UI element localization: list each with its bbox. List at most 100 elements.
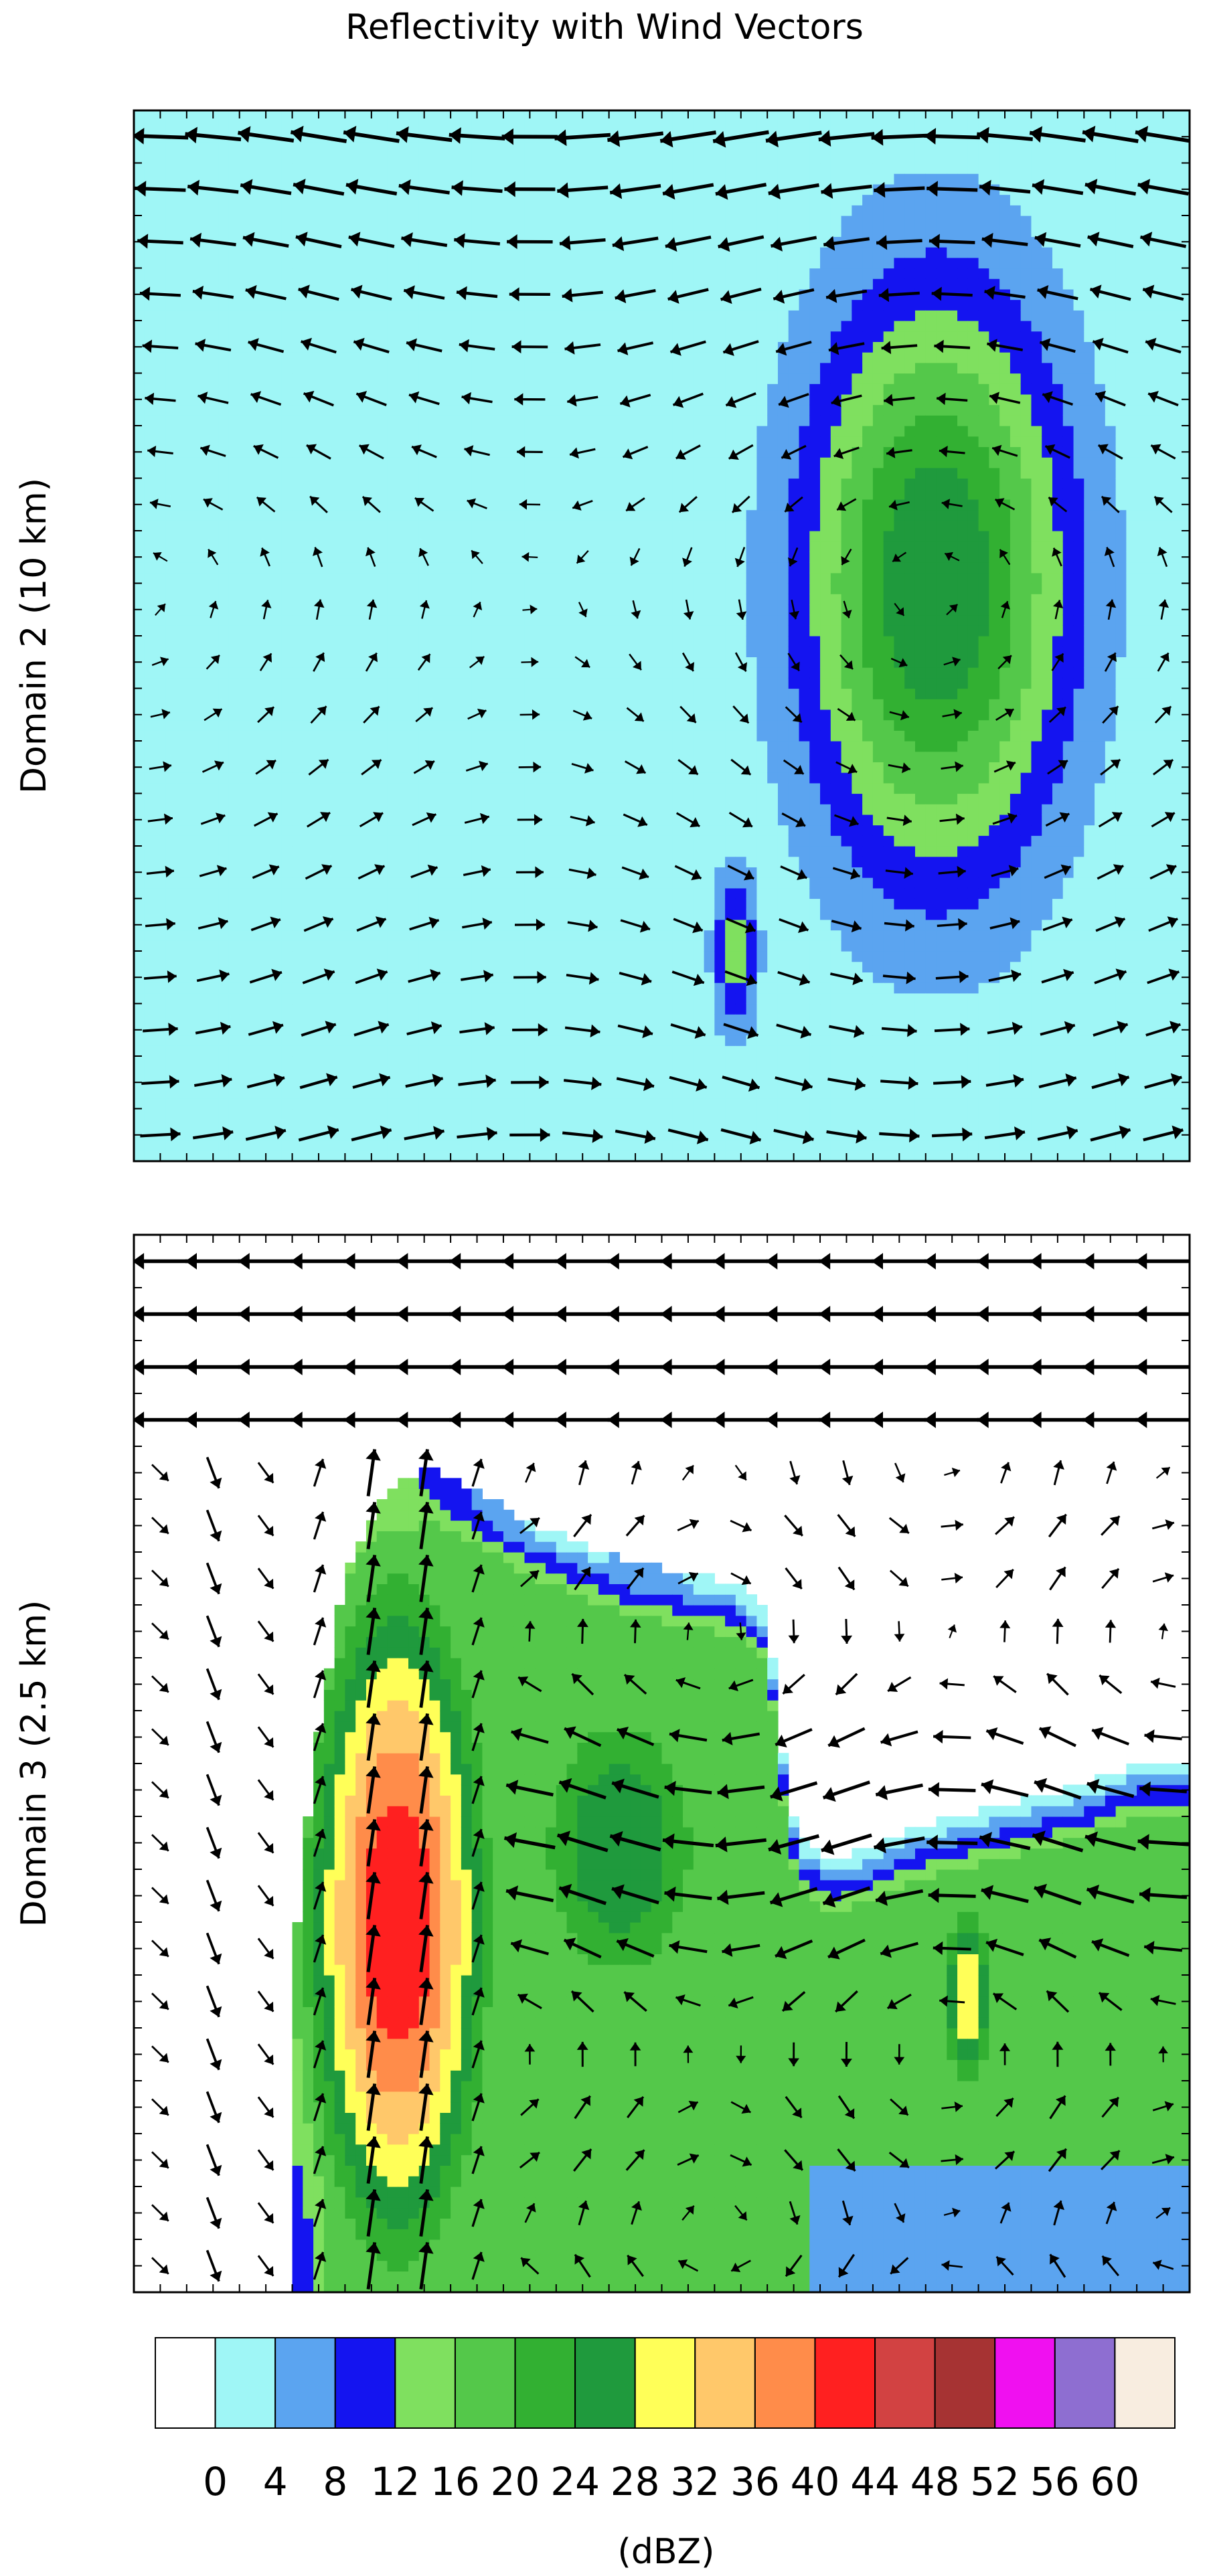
contour-cell	[619, 415, 631, 426]
contour-cell	[228, 173, 240, 185]
contour-cell	[630, 1035, 641, 1046]
contour-cell	[376, 247, 388, 258]
contour-cell	[197, 667, 208, 679]
contour-cell	[197, 205, 208, 216]
contour-cell	[556, 572, 568, 584]
contour-cell	[387, 1119, 398, 1130]
contour-cell	[588, 961, 599, 972]
contour-cell	[387, 614, 398, 626]
contour-cell	[651, 898, 663, 910]
contour-cell	[303, 782, 314, 794]
contour-cell	[619, 982, 631, 994]
contour-cell	[440, 226, 451, 237]
contour-cell	[208, 782, 219, 794]
contour-cell	[165, 741, 177, 752]
contour-cell	[535, 856, 546, 867]
contour-cell	[651, 321, 663, 332]
contour-cell	[303, 667, 314, 679]
contour-cell	[513, 1056, 526, 1067]
contour-cell	[408, 856, 420, 867]
contour-cell	[471, 625, 483, 636]
contour-cell	[313, 719, 325, 731]
contour-cell	[313, 257, 325, 269]
contour-cell	[524, 173, 536, 185]
contour-cell	[155, 930, 166, 941]
contour-cell	[524, 782, 536, 794]
contour-cell	[271, 404, 283, 416]
contour-cell	[630, 909, 641, 920]
contour-cell	[303, 751, 314, 762]
contour-cell	[292, 457, 303, 468]
contour-cell	[461, 835, 473, 847]
contour-cell	[239, 1045, 251, 1057]
contour-cell	[609, 362, 621, 374]
contour-cell	[303, 373, 314, 384]
contour-cell	[630, 257, 641, 269]
contour-cell	[556, 216, 568, 227]
contour-cell	[366, 373, 378, 384]
contour-cell	[345, 909, 356, 920]
contour-cell	[440, 173, 451, 185]
contour-cell	[208, 404, 219, 416]
contour-cell	[345, 531, 356, 542]
contour-cell	[398, 226, 409, 237]
contour-cell	[556, 489, 568, 500]
contour-cell	[271, 110, 283, 122]
contour-cell	[281, 951, 293, 962]
contour-cell	[556, 919, 568, 931]
contour-cell	[376, 730, 388, 742]
contour-cell	[619, 478, 631, 489]
contour-cell	[208, 541, 219, 552]
contour-cell	[482, 898, 493, 910]
contour-cell	[546, 205, 557, 216]
contour-cell	[651, 478, 663, 489]
contour-cell	[503, 457, 515, 468]
contour-cell	[513, 1098, 526, 1110]
contour-cell	[493, 415, 504, 426]
contour-cell	[513, 1140, 526, 1151]
contour-cell	[313, 426, 325, 437]
contour-cell	[303, 299, 314, 311]
contour-cell	[376, 310, 388, 321]
contour-cell	[208, 531, 219, 542]
contour-cell	[398, 1108, 409, 1120]
contour-cell	[239, 993, 251, 1005]
contour-cell	[524, 562, 536, 574]
contour-cell	[556, 1098, 568, 1110]
contour-cell	[355, 373, 367, 384]
contour-cell	[134, 1066, 145, 1078]
contour-cell	[440, 825, 451, 836]
contour-cell	[303, 877, 314, 889]
contour-cell	[598, 1119, 610, 1130]
contour-cell	[588, 404, 599, 416]
contour-cell	[176, 341, 187, 353]
contour-cell	[651, 268, 663, 279]
contour-cell	[471, 677, 483, 689]
contour-cell	[408, 636, 420, 647]
contour-cell	[566, 657, 578, 668]
contour-cell	[588, 594, 599, 605]
contour-cell	[451, 667, 462, 679]
contour-cell	[577, 856, 588, 867]
contour-cell	[408, 677, 420, 689]
contour-cell	[323, 1140, 335, 1151]
contour-cell	[651, 394, 663, 406]
contour-cell	[155, 909, 166, 920]
contour-cell	[155, 120, 166, 132]
contour-cell	[408, 657, 420, 668]
contour-cell	[609, 919, 621, 931]
contour-cell	[482, 877, 493, 889]
contour-cell	[271, 415, 283, 426]
contour-cell	[334, 205, 345, 216]
contour-cell	[619, 562, 631, 574]
contour-cell	[640, 268, 652, 279]
contour-cell	[271, 321, 283, 332]
contour-cell	[630, 268, 641, 279]
contour-cell	[588, 426, 599, 437]
contour-cell	[334, 562, 345, 574]
contour-cell	[366, 247, 378, 258]
contour-cell	[619, 321, 631, 332]
contour-cell	[630, 594, 641, 605]
contour-cell	[398, 1045, 409, 1057]
contour-cell	[609, 688, 621, 699]
